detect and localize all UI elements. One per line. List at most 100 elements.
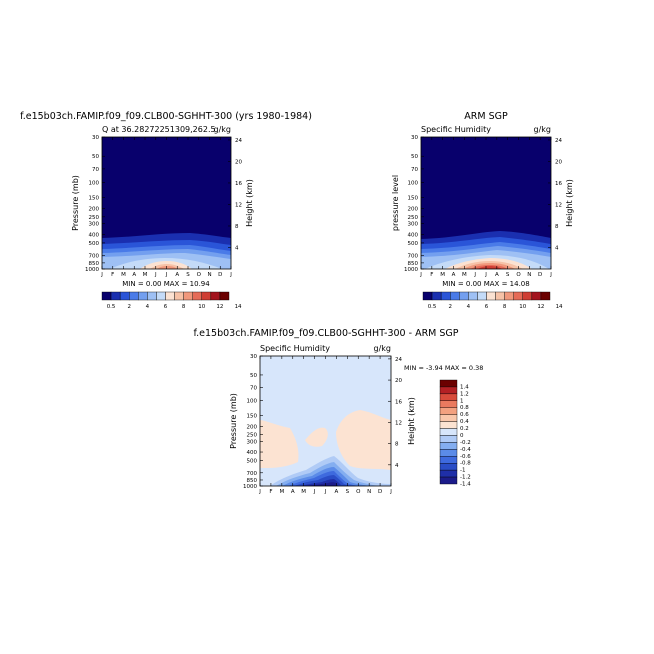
colorbar-label: 10 (198, 304, 205, 310)
x-tick-label: N (207, 272, 211, 278)
colorbar-swatch (129, 291, 139, 301)
colorbar-swatch (439, 414, 458, 422)
colorbar-swatch (439, 469, 458, 478)
panel-left-title: f.e15b03ch.FAMIP.f09_f09.CLB00-SGHHT-300… (20, 111, 312, 122)
colorbar-swatch (477, 291, 487, 301)
y2-tick-label: 8 (555, 224, 559, 230)
colorbar-swatch (440, 291, 451, 301)
colorbar-label: 4 (146, 304, 150, 310)
colorbar-swatch (165, 291, 175, 301)
colorbar-swatch (439, 449, 458, 457)
y-tick-label: 250 (408, 215, 419, 221)
x-tick-label: O (356, 489, 361, 495)
panel-diff-stats: MIN = -3.94 MAX = 0.38 (404, 364, 483, 372)
panel-left: f.e15b03ch.FAMIP.f09_f09.CLB00-SGHHT-300… (20, 111, 312, 310)
panel-diff-title: f.e15b03ch.FAMIP.f09_f09.CLB00-SGHHT-300… (193, 328, 458, 339)
y-tick-label: 70 (411, 167, 418, 173)
y-tick-label: 100 (89, 180, 100, 186)
x-tick-label: M (121, 272, 126, 278)
y-tick-label: 100 (408, 180, 419, 186)
contour-band (477, 266, 502, 269)
y-tick-label: 400 (89, 233, 100, 239)
y-tick-label: 250 (247, 433, 258, 439)
panel-diff-units: g/kg (374, 344, 391, 353)
x-tick-label: M (440, 272, 445, 278)
panel-right-stats: MIN = 0.00 MAX = 14.08 (442, 280, 529, 288)
colorbar-label: 4 (467, 304, 471, 310)
y-tick-label: 150 (408, 196, 419, 202)
x-tick-label: J (100, 272, 103, 278)
x-tick-label: A (495, 272, 499, 278)
y-tick-label: 500 (408, 241, 419, 247)
x-tick-label: D (538, 272, 542, 278)
panel-right-contours (421, 137, 551, 269)
colorbar-swatch (192, 291, 202, 301)
panel-right: ARM SGP Specific Humidity g/kg 305070100… (391, 111, 574, 310)
colorbar-swatch (147, 291, 157, 301)
colorbar-label: 1.4 (460, 384, 469, 390)
y-tick-label: 150 (89, 196, 100, 202)
colorbar-label: 10 (519, 304, 526, 310)
y2-tick-label: 24 (555, 138, 562, 144)
contour-band (260, 420, 299, 468)
x-tick-label: A (175, 272, 179, 278)
x-tick-label: N (367, 489, 371, 495)
y-tick-label: 700 (408, 254, 419, 260)
colorbar-label: 0.8 (460, 405, 469, 411)
panel-left-ylabel: Pressure (mb) (71, 175, 80, 231)
colorbar-label: 1.2 (460, 391, 469, 397)
colorbar-swatch (439, 379, 458, 388)
colorbar-label: -0.4 (460, 447, 471, 453)
x-tick-label: S (346, 489, 350, 495)
x-tick-label: M (462, 272, 467, 278)
x-tick-label: J (549, 272, 552, 278)
colorbar-swatch (495, 291, 505, 301)
colorbar-swatch (110, 291, 121, 301)
y-tick-label: 250 (89, 215, 100, 221)
x-tick-label: N (527, 272, 531, 278)
colorbar-swatch (468, 291, 478, 301)
x-tick-label: J (484, 272, 487, 278)
panel-diff-subtitle: Specific Humidity (260, 344, 330, 353)
x-tick-label: F (111, 272, 114, 278)
panel-left-subtitle: Q at 36.28272251309,262.5 (102, 125, 216, 134)
x-tick-label: J (154, 272, 157, 278)
colorbar-label: 2 (127, 304, 131, 310)
colorbar-swatch (422, 291, 433, 301)
colorbar-label: 6 (164, 304, 168, 310)
contour-band (306, 482, 338, 486)
contour-band (305, 427, 328, 447)
y2-tick-label: 12 (395, 420, 402, 426)
panel-right-subtitle: Specific Humidity (421, 125, 491, 134)
panel-right-title: ARM SGP (464, 111, 508, 122)
y-tick-label: 400 (247, 450, 258, 456)
y2-tick-label: 4 (395, 463, 399, 469)
y2-tick-label: 16 (395, 399, 402, 405)
panel-diff: f.e15b03ch.FAMIP.f09_f09.CLB00-SGHHT-300… (193, 328, 483, 495)
y2-tick-label: 12 (555, 202, 562, 208)
x-tick-label: O (197, 272, 202, 278)
colorbar-label: 0 (460, 433, 464, 439)
colorbar-label: 12 (216, 304, 223, 310)
y-tick-label: 70 (250, 385, 257, 391)
colorbar-swatch (531, 291, 542, 301)
colorbar-swatch (439, 428, 458, 436)
panel-right-y2label: Height (km) (565, 179, 574, 227)
colorbar-swatch (439, 421, 458, 429)
y-tick-label: 30 (411, 135, 418, 141)
x-tick-label: M (143, 272, 148, 278)
panel-diff-contours (260, 356, 391, 486)
x-tick-label: S (506, 272, 510, 278)
colorbar-label: 2 (448, 304, 452, 310)
x-tick-label: J (229, 272, 232, 278)
colorbar-label: 0.5 (428, 304, 437, 310)
y-tick-label: 70 (92, 167, 99, 173)
colorbar-label: -0.8 (460, 461, 471, 467)
y2-tick-label: 16 (555, 181, 562, 187)
colorbar-swatch (513, 291, 523, 301)
x-tick-label: D (218, 272, 222, 278)
panel-diff-y2label: Height (km) (407, 397, 416, 445)
